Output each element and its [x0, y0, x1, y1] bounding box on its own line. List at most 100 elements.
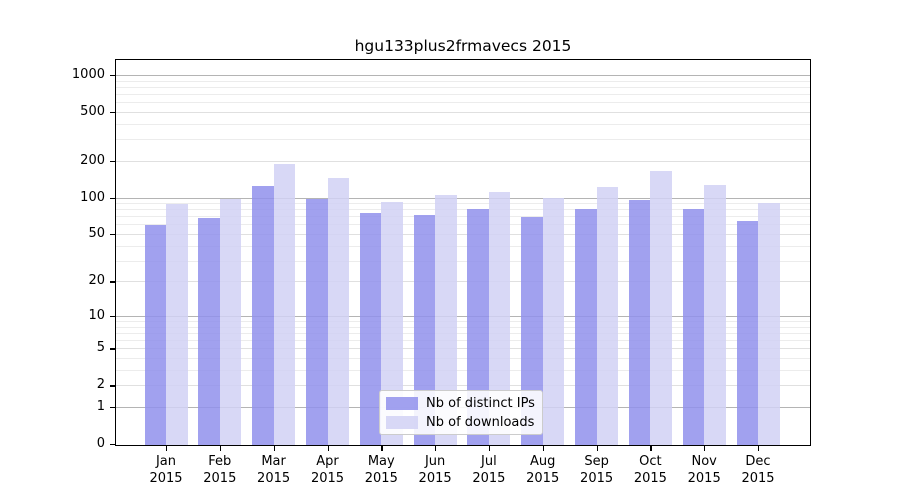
y-tick-mark-1000: [110, 74, 115, 77]
gridline-700: [116, 94, 810, 95]
bar-downloads-may: [381, 201, 403, 445]
gridline-90: [116, 203, 810, 204]
bar-downloads-sep: [596, 186, 619, 445]
legend-item-downloads: Nb of downloads: [386, 415, 536, 430]
x-tick-label-apr: Apr 2015: [310, 454, 345, 486]
y-tick-label-5: 5: [96, 340, 105, 356]
gridline-6: [116, 340, 810, 342]
x-tick-label-jan: Jan 2015: [149, 454, 183, 486]
x-tick-mark-jul: [488, 446, 491, 451]
gridline-2: [116, 385, 810, 387]
y-tick-mark-2: [110, 385, 115, 387]
bar-downloads-apr: [327, 177, 349, 445]
gridline-40: [116, 245, 810, 247]
gridline-50: [116, 234, 810, 235]
x-tick-label-oct: Oct 2015: [633, 454, 667, 486]
gridline-4: [116, 358, 810, 359]
y-tick-mark-100: [110, 197, 115, 199]
bar-distinct-ips-dec: [736, 221, 758, 445]
bar-distinct-ips-aug: [521, 217, 543, 445]
y-tick-mark-0: [110, 444, 115, 446]
gridline-30: [116, 260, 810, 262]
gridline-70: [116, 216, 810, 218]
gridline-800: [116, 86, 810, 88]
gridline-600: [116, 102, 810, 104]
x-tick-mark-feb: [219, 446, 222, 451]
bar-distinct-ips-jan: [144, 225, 166, 445]
x-tick-label-dec: Dec 2015: [741, 454, 775, 486]
x-tick-label-sep: Sep 2015: [580, 454, 614, 486]
bar-distinct-ips-jun: [413, 214, 436, 445]
legend: Nb of distinct IPs Nb of downloads: [379, 390, 543, 435]
legend-label-downloads: Nb of downloads: [426, 414, 535, 430]
y-tick-mark-5: [110, 348, 115, 350]
gridline-300: [116, 139, 810, 141]
gridline-8: [116, 326, 810, 328]
x-tick-mark-dec: [758, 446, 760, 451]
legend-item-distinct-ips: Nb of distinct IPs: [386, 396, 536, 411]
bar-distinct-ips-sep: [575, 208, 597, 445]
x-tick-label-jun: Jun 2015: [418, 454, 452, 486]
bar-distinct-ips-may: [359, 212, 382, 445]
x-tick-mark-oct: [650, 446, 652, 451]
gridline-20: [116, 281, 810, 283]
gridline-10: [116, 315, 810, 317]
bar-downloads-dec: [758, 203, 780, 445]
x-tick-mark-may: [381, 446, 383, 451]
gridline-7: [116, 332, 810, 334]
y-tick-mark-20: [110, 281, 115, 283]
gridline-100: [116, 197, 810, 199]
bar-distinct-ips-mar: [252, 186, 274, 445]
bar-distinct-ips-feb: [198, 217, 220, 445]
legend-label-distinct-ips: Nb of distinct IPs: [426, 395, 535, 411]
chart-title: hgu133plus2frmavecs 2015: [354, 37, 572, 55]
bar-downloads-mar: [273, 164, 296, 445]
bar-downloads-jan: [166, 203, 188, 445]
bar-downloads-jun: [435, 194, 457, 445]
y-tick-mark-200: [110, 160, 115, 162]
legend-swatch-distinct-ips: [386, 396, 418, 410]
bar-downloads-aug: [542, 198, 565, 445]
y-tick-label-1000: 1000: [71, 66, 105, 82]
y-tick-mark-10: [110, 315, 115, 318]
y-tick-label-0: 0: [96, 436, 105, 451]
y-tick-label-1: 1: [96, 399, 105, 414]
x-tick-label-may: May 2015: [364, 454, 398, 486]
x-tick-mark-sep: [596, 446, 598, 451]
y-tick-label-20: 20: [88, 273, 105, 289]
bar-distinct-ips-apr: [306, 198, 328, 445]
y-tick-mark-500: [110, 111, 115, 114]
bar-distinct-ips-jul: [467, 208, 489, 445]
gridline-1000: [116, 74, 810, 76]
x-tick-mark-mar: [273, 446, 275, 451]
x-tick-mark-nov: [704, 446, 706, 451]
gridline-200: [116, 160, 810, 162]
y-tick-label-50: 50: [88, 226, 105, 241]
bar-distinct-ips-oct: [628, 200, 651, 445]
y-tick-label-500: 500: [80, 103, 105, 119]
x-tick-label-aug: Aug 2015: [526, 454, 560, 486]
x-tick-label-nov: Nov 2015: [687, 454, 721, 486]
bar-downloads-nov: [704, 185, 726, 445]
gridline-9: [116, 321, 810, 322]
bar-downloads-jul: [488, 192, 511, 445]
bar-distinct-ips-nov: [682, 209, 705, 445]
x-tick-mark-jun: [435, 446, 437, 451]
y-tick-label-100: 100: [80, 189, 105, 205]
gridline-60: [116, 224, 810, 226]
x-tick-label-feb: Feb 2015: [203, 454, 237, 486]
y-tick-mark-1: [110, 407, 115, 409]
x-tick-mark-apr: [327, 446, 329, 451]
gridline-400: [116, 123, 810, 125]
y-tick-mark-50: [110, 234, 115, 236]
x-tick-label-mar: Mar 2015: [257, 454, 291, 486]
gridline-5: [116, 348, 810, 350]
gridline-900: [116, 80, 810, 82]
gridline-500: [116, 111, 810, 113]
y-tick-label-10: 10: [88, 307, 105, 323]
gridline-3: [116, 369, 810, 371]
y-tick-label-200: 200: [80, 152, 105, 168]
legend-swatch-downloads: [386, 415, 418, 429]
y-tick-label-2: 2: [96, 377, 105, 393]
